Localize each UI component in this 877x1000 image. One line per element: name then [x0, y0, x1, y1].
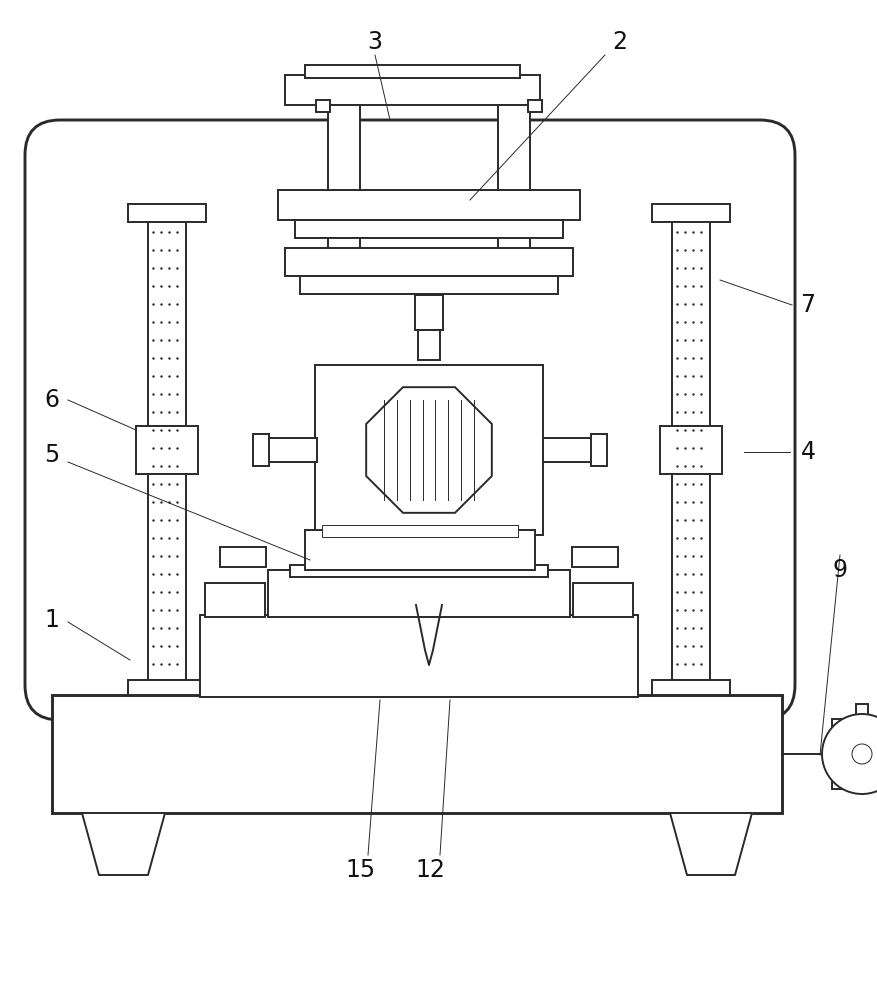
Bar — [573, 583, 633, 617]
Text: 4: 4 — [801, 440, 816, 464]
Bar — [52, 695, 782, 813]
Bar — [200, 615, 638, 697]
Bar — [652, 204, 730, 222]
Polygon shape — [416, 605, 442, 655]
Bar — [278, 190, 580, 220]
Text: 7: 7 — [801, 293, 816, 317]
Text: 5: 5 — [45, 443, 60, 467]
Bar — [295, 220, 563, 238]
Polygon shape — [82, 813, 165, 875]
Bar — [315, 365, 543, 535]
Bar — [290, 565, 548, 577]
Text: 3: 3 — [367, 30, 382, 54]
Text: 12: 12 — [415, 858, 445, 882]
Bar — [856, 704, 868, 724]
Bar — [253, 434, 269, 466]
FancyBboxPatch shape — [25, 120, 795, 720]
Bar — [300, 276, 558, 294]
Bar — [136, 426, 198, 474]
Bar — [498, 105, 530, 280]
Bar — [268, 570, 570, 617]
Bar — [652, 680, 730, 698]
Bar — [322, 525, 518, 537]
Bar — [316, 100, 330, 112]
Circle shape — [852, 744, 872, 764]
Bar — [128, 680, 206, 698]
Bar — [305, 65, 520, 78]
Bar — [415, 295, 443, 330]
Circle shape — [822, 714, 877, 794]
Bar — [528, 100, 542, 112]
Bar — [128, 204, 206, 222]
Polygon shape — [367, 387, 492, 513]
Bar — [832, 719, 850, 789]
Bar — [591, 434, 607, 466]
Bar — [418, 330, 440, 360]
Bar — [205, 583, 265, 617]
Bar — [305, 530, 535, 570]
Text: 1: 1 — [45, 608, 60, 632]
Bar — [267, 438, 317, 462]
Text: 6: 6 — [45, 388, 60, 412]
Text: 2: 2 — [612, 30, 628, 54]
Text: 9: 9 — [832, 558, 847, 582]
Bar — [572, 547, 618, 567]
Bar — [148, 220, 186, 680]
Polygon shape — [670, 813, 752, 875]
Bar — [285, 75, 540, 105]
Bar — [328, 105, 360, 280]
Bar — [416, 535, 442, 605]
Bar — [285, 248, 573, 276]
Bar — [220, 547, 266, 567]
Bar — [543, 438, 593, 462]
Bar — [660, 426, 722, 474]
Bar — [672, 220, 710, 680]
Text: 15: 15 — [345, 858, 375, 882]
